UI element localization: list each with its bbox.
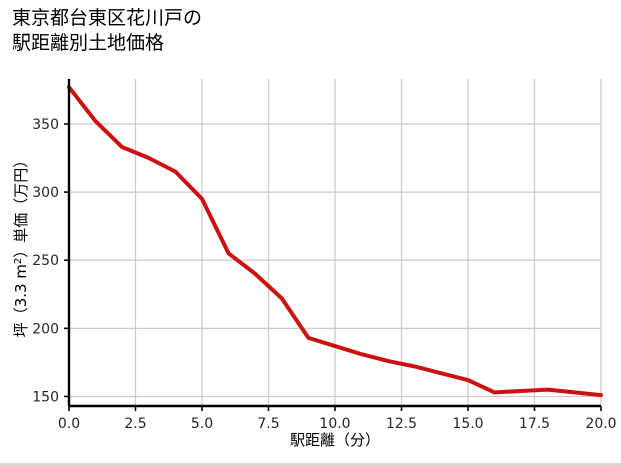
- y-tick-label: 250: [32, 253, 59, 269]
- vertical-gridlines: [68, 79, 602, 406]
- x-tick-label: 10.0: [319, 416, 350, 432]
- x-tick-label: 7.5: [257, 416, 279, 432]
- x-axis-tick-labels: 0.0 2.5 5.0 7.5 10.0 12.5 15.0 17.5 20.0: [58, 416, 617, 432]
- y-tick-label: 300: [32, 185, 59, 201]
- x-tick-label: 20.0: [585, 416, 616, 432]
- y-tick-label: 150: [32, 389, 59, 405]
- y-axis-title-superscript: 2: [13, 258, 24, 264]
- x-tick-label: 0.0: [58, 416, 80, 432]
- y-axis-title-rest: ）単価（万円）: [12, 153, 30, 258]
- x-tick-label: 12.5: [386, 416, 417, 432]
- chart-title-line2: 駅距離別土地価格: [12, 32, 165, 54]
- x-tick-label: 15.0: [452, 416, 483, 432]
- y-axis-title: 坪（3.3 m2）単価（万円）: [12, 153, 30, 338]
- x-axis-ticks: [68, 406, 602, 411]
- horizontal-gridlines: [69, 123, 601, 398]
- y-axis-ticks: [64, 123, 69, 398]
- y-axis-tick-labels: 150 200 250 300 350: [32, 117, 59, 406]
- chart-title-line1: 東京都台東区花川戸の: [12, 7, 203, 29]
- x-axis-title: 駅距離（分）: [290, 431, 380, 449]
- y-tick-label: 200: [32, 321, 59, 337]
- x-tick-label: 2.5: [124, 416, 146, 432]
- y-axis-title-unit: 坪（3.3 m: [12, 264, 30, 337]
- y-tick-label: 350: [32, 117, 59, 133]
- data-series-line: [67, 85, 603, 398]
- x-tick-label: 17.5: [519, 416, 550, 432]
- x-tick-label: 5.0: [191, 416, 213, 432]
- chart-title: 東京都台東区花川戸の 駅距離別土地価格: [12, 6, 512, 56]
